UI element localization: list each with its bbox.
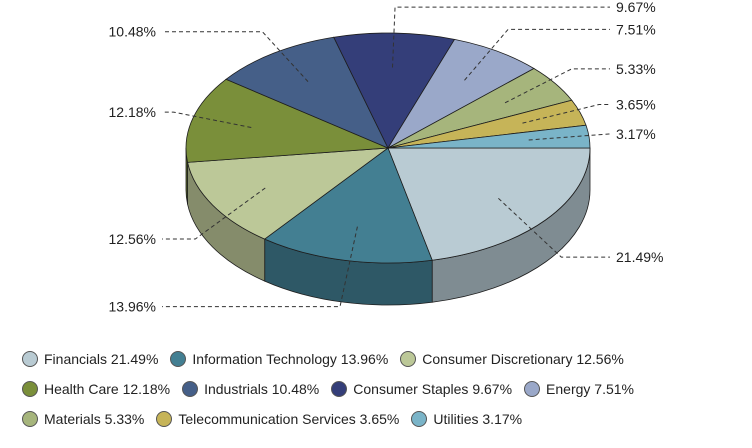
legend-item-energy: Energy 7.51% xyxy=(524,381,634,397)
legend-label: Industrials 10.48% xyxy=(204,381,320,397)
slice-utilities xyxy=(387,124,591,149)
value-label-consumer-discretionary: 12.56% xyxy=(109,231,156,247)
slice-consumer-discretionary xyxy=(187,147,390,240)
legend-label: Consumer Discretionary 12.56% xyxy=(422,351,624,367)
slice-financials xyxy=(387,147,591,261)
slice-energy xyxy=(386,38,535,150)
callout-line-materials xyxy=(504,68,610,104)
legend-row: Financials 21.49% Information Technology … xyxy=(22,344,747,374)
slice-health-care xyxy=(185,78,389,163)
value-label-telecommunication-services: 3.65% xyxy=(616,96,656,112)
legend-swatch xyxy=(170,351,187,367)
legend-label: Materials 5.33% xyxy=(44,411,145,427)
legend-item-telecommunication-services: Telecommunication Services 3.65% xyxy=(156,411,399,427)
slice-information-technology xyxy=(263,147,433,264)
legend-swatch xyxy=(400,351,417,367)
legend-item-consumer-staples: Consumer Staples 9.67% xyxy=(331,381,512,397)
legend-row: Materials 5.33% Telecommunication Service… xyxy=(22,404,747,434)
legend-label: Consumer Staples 9.67% xyxy=(353,381,513,397)
slice-industrials xyxy=(225,36,389,149)
legend-swatch xyxy=(182,381,199,397)
callout-line-financials xyxy=(498,197,610,258)
legend-swatch xyxy=(22,411,38,427)
callout-line-telecommunication-services xyxy=(522,103,610,124)
pie-chart: 21.49% 13.96% 12.56% 12.18% 10.48% 9.67% 7.51%… xyxy=(109,0,664,315)
legend-label: Information Technology 13.96% xyxy=(192,351,389,367)
legend-label: Health Care 12.18% xyxy=(44,381,171,397)
legend-swatch xyxy=(331,381,348,397)
legend-item-industrials: Industrials 10.48% xyxy=(182,381,319,397)
legend-label: Utilities 3.17% xyxy=(433,411,523,427)
callout-line-consumer-staples xyxy=(391,6,610,68)
value-label-consumer-staples: 9.67% xyxy=(616,0,656,15)
legend-item-health-care: Health Care 12.18% xyxy=(22,381,170,397)
legend-label: Financials 21.49% xyxy=(44,351,159,367)
callout-line-energy xyxy=(464,28,610,81)
callout-line-consumer-discretionary xyxy=(162,187,266,240)
legend-item-materials: Materials 5.33% xyxy=(22,411,144,427)
legend-swatch xyxy=(156,411,173,427)
legend-item-consumer-discretionary: Consumer Discretionary 12.56% xyxy=(400,351,624,367)
value-label-materials: 5.33% xyxy=(616,61,656,77)
pie-callouts: 21.49% 13.96% 12.56% 12.18% 10.48% 9.67% 7.51%… xyxy=(109,0,664,315)
callout-line-health-care xyxy=(162,111,252,128)
legend-row: Health Care 12.18% Industrials 10.48% Cons… xyxy=(22,374,747,404)
legend-swatch xyxy=(411,411,428,427)
legend-item-financials: Financials 21.49% xyxy=(22,351,158,367)
legend-swatch xyxy=(22,381,38,397)
legend: Financials 21.49% Information Technology … xyxy=(22,344,747,434)
legend-label: Telecommunication Services 3.65% xyxy=(178,411,400,427)
legend-label: Energy 7.51% xyxy=(546,381,634,397)
legend-item-utilities: Utilities 3.17% xyxy=(411,411,522,427)
pie-slices xyxy=(185,32,591,264)
value-label-financials: 21.49% xyxy=(616,249,663,265)
value-label-industrials: 10.48% xyxy=(109,24,156,40)
value-label-utilities: 3.17% xyxy=(616,126,656,142)
callout-line-industrials xyxy=(162,31,309,82)
value-label-energy: 7.51% xyxy=(616,21,656,37)
value-label-information-technology: 13.96% xyxy=(109,299,156,315)
callout-line-utilities xyxy=(528,133,610,141)
legend-item-information-technology: Information Technology 13.96% xyxy=(170,351,388,367)
slice-consumer-staples xyxy=(333,32,456,149)
legend-swatch xyxy=(22,351,38,367)
legend-swatch xyxy=(524,381,541,397)
value-label-health-care: 12.18% xyxy=(109,104,156,120)
